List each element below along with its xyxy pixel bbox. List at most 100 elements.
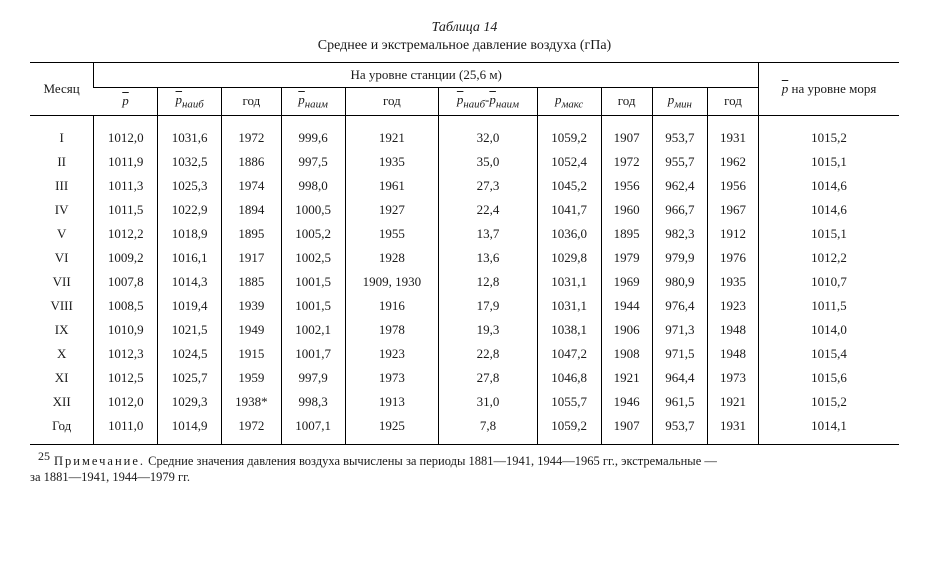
cell-pmax: 1046,8 [537,366,601,390]
cell-pmax: 1031,1 [537,294,601,318]
cell-m: III [30,174,94,198]
table-caption: Среднее и экстремальное давление воздуха… [30,38,899,54]
cell-y1: 1886 [222,150,282,174]
cell-p: 1012,0 [94,115,158,150]
cell-p: 1011,0 [94,414,158,445]
table-row: IV1011,51022,918941000,5192722,41041,719… [30,198,899,222]
cell-pminb: 1005,2 [281,222,345,246]
cell-y3: 1944 [601,294,652,318]
col-year1: год [222,88,282,116]
cell-diff: 35,0 [439,150,537,174]
cell-pminb: 1001,5 [281,270,345,294]
col-pmin: pмин [652,88,707,116]
cell-y1: 1939 [222,294,282,318]
col-pmaxbar: pнаиб [158,88,222,116]
cell-m: VIII [30,294,94,318]
cell-pmax: 1059,2 [537,414,601,445]
cell-sea: 1014,1 [759,414,899,445]
cell-pminb: 1002,5 [281,246,345,270]
cell-p: 1011,9 [94,150,158,174]
cell-pmin: 980,9 [652,270,707,294]
cell-y1: 1959 [222,366,282,390]
cell-pmaxb: 1024,5 [158,342,222,366]
cell-y4: 1962 [708,150,759,174]
cell-pmax: 1045,2 [537,174,601,198]
cell-m: X [30,342,94,366]
cell-pminb: 998,0 [281,174,345,198]
cell-y2: 1955 [345,222,439,246]
cell-pmax: 1036,0 [537,222,601,246]
cell-m: IX [30,318,94,342]
cell-y4: 1948 [708,318,759,342]
cell-pmaxb: 1014,9 [158,414,222,445]
cell-diff: 13,7 [439,222,537,246]
cell-pmax: 1038,1 [537,318,601,342]
cell-y1: 1885 [222,270,282,294]
cell-pmaxb: 1025,7 [158,366,222,390]
cell-pminb: 1001,7 [281,342,345,366]
cell-diff: 19,3 [439,318,537,342]
cell-pmax: 1047,2 [537,342,601,366]
cell-pminb: 1000,5 [281,198,345,222]
cell-y3: 1956 [601,174,652,198]
cell-diff: 17,9 [439,294,537,318]
cell-y2: 1923 [345,342,439,366]
cell-pminb: 1001,5 [281,294,345,318]
cell-p: 1012,5 [94,366,158,390]
cell-pmin: 953,7 [652,115,707,150]
cell-y3: 1906 [601,318,652,342]
cell-m: VII [30,270,94,294]
table-body: I1012,01031,61972999,6192132,01059,21907… [30,115,899,444]
cell-y4: 1935 [708,270,759,294]
cell-m: II [30,150,94,174]
pressure-table: Месяц На уровне станции (25,6 м) p на ур… [30,62,899,445]
cell-pmin: 962,4 [652,174,707,198]
table-row: XII1012,01029,31938*998,3191331,01055,71… [30,390,899,414]
cell-pminb: 997,5 [281,150,345,174]
table-row: II1011,91032,51886997,5193535,01052,4197… [30,150,899,174]
cell-diff: 12,8 [439,270,537,294]
col-year2: год [345,88,439,116]
cell-pmaxb: 1029,3 [158,390,222,414]
cell-pmin: 961,5 [652,390,707,414]
cell-sea: 1014,6 [759,198,899,222]
table-row: V1012,21018,918951005,2195513,71036,0189… [30,222,899,246]
cell-pmax: 1052,4 [537,150,601,174]
cell-y4: 1976 [708,246,759,270]
cell-sea: 1015,2 [759,115,899,150]
cell-y4: 1931 [708,115,759,150]
cell-m: XI [30,366,94,390]
cell-p: 1012,2 [94,222,158,246]
cell-pmaxb: 1018,9 [158,222,222,246]
cell-y1: 1938* [222,390,282,414]
col-group-station: На уровне станции (25,6 м) [94,63,759,88]
cell-y3: 1960 [601,198,652,222]
cell-p: 1008,5 [94,294,158,318]
cell-p: 1009,2 [94,246,158,270]
cell-pmin: 979,9 [652,246,707,270]
cell-pmin: 982,3 [652,222,707,246]
cell-y2: 1978 [345,318,439,342]
cell-y4: 1912 [708,222,759,246]
cell-sea: 1011,5 [759,294,899,318]
cell-pmax: 1059,2 [537,115,601,150]
cell-y4: 1931 [708,414,759,445]
page-number: 25 [38,449,50,464]
table-row: X1012,31024,519151001,7192322,81047,2190… [30,342,899,366]
cell-p: 1011,5 [94,198,158,222]
cell-pmin: 971,3 [652,318,707,342]
cell-y1: 1917 [222,246,282,270]
cell-y4: 1923 [708,294,759,318]
table-number: Таблица 14 [30,20,899,36]
cell-diff: 32,0 [439,115,537,150]
cell-y4: 1973 [708,366,759,390]
cell-y4: 1921 [708,390,759,414]
cell-sea: 1010,7 [759,270,899,294]
cell-y2: 1935 [345,150,439,174]
col-pmax: pмакс [537,88,601,116]
cell-y3: 1908 [601,342,652,366]
cell-p: 1012,3 [94,342,158,366]
cell-m: XII [30,390,94,414]
cell-sea: 1015,2 [759,390,899,414]
cell-pminb: 1002,1 [281,318,345,342]
